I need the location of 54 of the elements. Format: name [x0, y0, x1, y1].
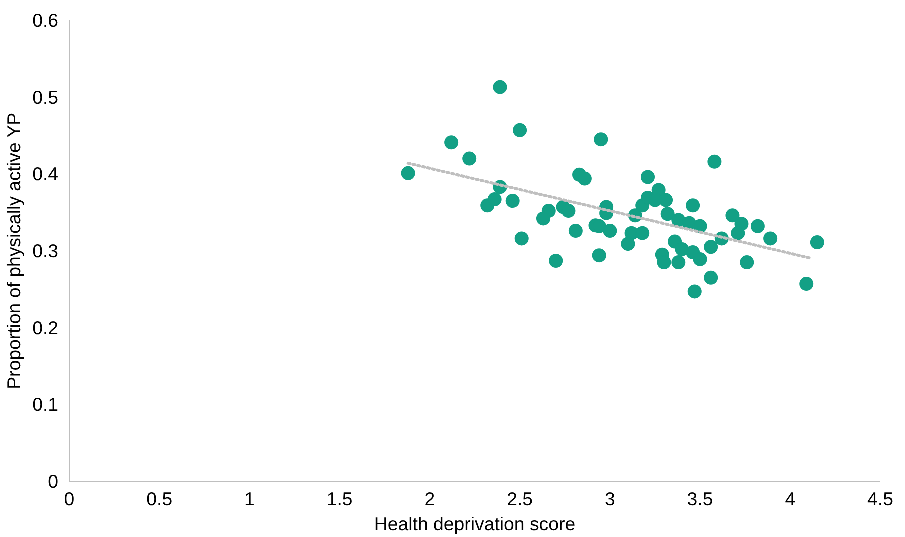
x-tick-label: 2 [424, 488, 436, 510]
point [686, 198, 700, 213]
point [641, 170, 656, 184]
x-tick-label: 3 [604, 488, 616, 510]
x-tick-label: 1.5 [326, 488, 353, 510]
y-tick-label: 0.5 [32, 86, 59, 108]
point [764, 232, 778, 246]
point [810, 236, 824, 250]
point [726, 208, 740, 223]
point [693, 252, 708, 266]
point [621, 237, 636, 252]
point [514, 232, 529, 246]
point [731, 226, 746, 240]
point [740, 256, 754, 270]
x-tick-label: 4.5 [868, 488, 894, 510]
point [800, 277, 814, 292]
y-tick-label: 0.2 [32, 317, 59, 338]
point [660, 207, 675, 222]
y-tick-label: 0.6 [32, 10, 59, 31]
x-tick-label: 1 [244, 488, 255, 510]
point [493, 80, 508, 94]
point [462, 152, 477, 166]
y-tick-label: 0 [48, 471, 59, 492]
point [657, 256, 672, 270]
y-tick-label: 0.3 [32, 240, 59, 262]
point [578, 172, 592, 186]
point [562, 204, 576, 218]
point [750, 219, 765, 234]
point [401, 166, 416, 180]
point [568, 224, 583, 238]
point [488, 192, 502, 207]
point [506, 194, 520, 208]
point [603, 224, 618, 238]
point [536, 212, 550, 226]
point [592, 248, 606, 263]
x-tick-label: 4 [785, 488, 796, 510]
point [704, 240, 718, 254]
point [708, 154, 722, 169]
point [672, 256, 686, 270]
y-tick-label: 0.4 [32, 164, 59, 185]
x-tick-label: 3.5 [687, 488, 714, 510]
y-tick-label: 0.1 [32, 394, 59, 416]
x-tick-label: 0 [64, 488, 75, 510]
y-axis-title: Proportion of physically active YP [4, 112, 25, 390]
point [513, 123, 528, 138]
point [636, 226, 650, 240]
point [688, 284, 702, 299]
point [594, 132, 608, 147]
x-tick-label: 2.5 [507, 488, 534, 510]
point [549, 254, 564, 268]
point [704, 270, 718, 285]
x-axis-title: Health deprivation score [374, 514, 576, 534]
x-tick-label: 0.5 [146, 488, 173, 510]
point [444, 136, 459, 150]
